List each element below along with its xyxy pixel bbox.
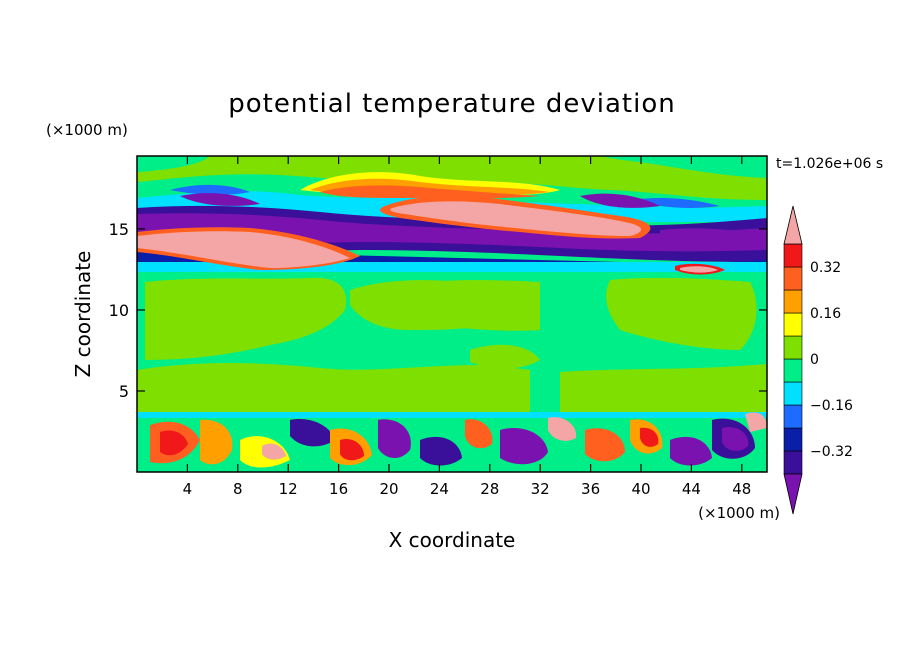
colorbar-bin <box>783 312 803 337</box>
x-tick-label: 16 <box>329 480 348 498</box>
y-axis-label: Z coordinate <box>71 251 95 378</box>
x-tick-label: 44 <box>682 480 701 498</box>
colorbar-tick-label: −0.32 <box>810 444 853 460</box>
x-axis-label: X coordinate <box>389 528 516 552</box>
y-axis: 5 10 15 <box>109 220 767 401</box>
colorbar-tick-label: 0.16 <box>810 306 841 322</box>
colorbar-tick-label: 0.32 <box>810 260 841 276</box>
contour-field <box>137 156 767 472</box>
x-tick-label: 36 <box>581 480 600 498</box>
x-tick-label: 48 <box>732 480 751 498</box>
x-axis-unit: (×1000 m) <box>698 504 780 522</box>
colorbar-tick-label: 0 <box>810 352 819 368</box>
x-tick-label: 12 <box>279 480 298 498</box>
time-label: t=1.026e+06 s <box>776 156 883 172</box>
colorbar-bin <box>783 358 803 383</box>
plot-frame <box>136 155 768 473</box>
x-axis: 4 8 12 16 20 24 28 32 36 40 44 48 <box>183 156 751 498</box>
colorbar-bin <box>783 404 803 429</box>
colorbar-bin <box>783 335 803 360</box>
y-axis-unit: (×1000 m) <box>46 121 128 139</box>
colorbar-bin <box>783 427 803 452</box>
colorbar-tick-label: −0.16 <box>810 398 853 414</box>
x-tick-label: 24 <box>430 480 449 498</box>
colorbar-bin <box>783 450 803 475</box>
x-tick-label: 20 <box>379 480 398 498</box>
colorbar-bin <box>783 243 803 268</box>
colorbar-extend-bottom <box>783 473 803 515</box>
colorbar: 0.32 0.16 0 −0.16 −0.32 <box>783 205 853 515</box>
x-tick-label: 40 <box>631 480 650 498</box>
x-tick-label: 8 <box>233 480 243 498</box>
chart-title: potential temperature deviation <box>228 89 675 119</box>
colorbar-bin <box>783 266 803 291</box>
x-tick-label: 28 <box>480 480 499 498</box>
y-tick-label: 10 <box>109 301 129 320</box>
colorbar-bin <box>783 289 803 314</box>
x-tick-label: 32 <box>531 480 550 498</box>
x-tick-label: 4 <box>183 480 193 498</box>
colorbar-extend-top <box>783 205 803 245</box>
y-tick-label: 15 <box>109 220 129 239</box>
y-tick-label: 5 <box>119 382 129 401</box>
colorbar-bin <box>783 381 803 406</box>
